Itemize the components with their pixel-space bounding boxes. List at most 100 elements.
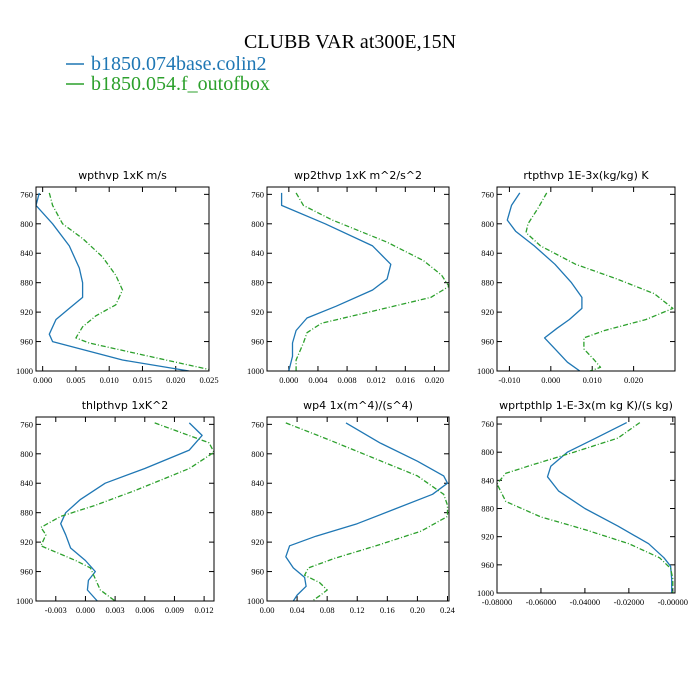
panel-3: rtpthvp 1E-3x(kg/kg) K 760 800 840 880 920 960… bbox=[477, 169, 676, 385]
plot-frame bbox=[35, 186, 210, 372]
panel-1: wpthvp 1xK m/s 760 800 840 880 920 960 10000.00… bbox=[16, 169, 219, 385]
x-tick-label: -0.010 bbox=[498, 375, 520, 385]
x-tick-label: -0.003 bbox=[45, 605, 67, 615]
x-tick-label: 0.000 bbox=[33, 375, 52, 385]
x-tick-label: 0.16 bbox=[380, 605, 395, 615]
x-tick-label: 0.08 bbox=[320, 605, 335, 615]
y-tick-label: 880 bbox=[251, 508, 264, 518]
x-tick-label: 0.000 bbox=[279, 375, 298, 385]
x-tick-label: 0.010 bbox=[100, 375, 119, 385]
y-tick-label: 760 bbox=[251, 419, 264, 429]
x-tick-label: 0.016 bbox=[396, 375, 415, 385]
y-tick-label: 960 bbox=[20, 567, 33, 577]
series-line-base bbox=[546, 422, 673, 593]
y-tick-label: 1000 bbox=[477, 366, 494, 376]
y-tick-label: 800 bbox=[481, 219, 494, 229]
y-tick-label: 840 bbox=[20, 248, 33, 258]
x-tick-label: 0.24 bbox=[440, 605, 456, 615]
y-tick-label: 800 bbox=[481, 447, 494, 457]
panel-title: wp4 1x(m^4)/(s^4) bbox=[303, 399, 413, 412]
figure-legend: b1850.074base.colin2 b1850.054.f_outofbo… bbox=[66, 53, 270, 95]
y-tick-label: 760 bbox=[481, 419, 494, 429]
series-line-outofbox bbox=[525, 192, 674, 371]
x-tick-label: 0.008 bbox=[338, 375, 357, 385]
panel-4: thlpthvp 1xK^2 760 800 840 880 920 960 1000 -0.0… bbox=[16, 399, 215, 615]
y-tick-label: 920 bbox=[20, 537, 33, 547]
series-line-outofbox bbox=[285, 422, 449, 601]
x-tick-label: -0.02000 bbox=[614, 597, 644, 607]
series-line-base bbox=[280, 192, 392, 371]
y-tick-label: 1000 bbox=[477, 588, 494, 598]
series-line-outofbox bbox=[48, 192, 209, 371]
panel-title: wprtpthlp 1-E-3x(m kg K)/(s kg) bbox=[499, 399, 673, 412]
y-tick-label: 880 bbox=[20, 508, 33, 518]
y-tick-label: 960 bbox=[251, 567, 264, 577]
y-tick-label: 960 bbox=[20, 337, 33, 347]
y-tick-label: 760 bbox=[20, 419, 33, 429]
y-tick-label: 960 bbox=[251, 337, 264, 347]
figure-title: CLUBB VAR at300E,15N bbox=[244, 31, 456, 53]
plot-frame bbox=[266, 416, 450, 602]
plot-frame bbox=[496, 416, 676, 594]
y-tick-label: 840 bbox=[481, 475, 494, 485]
panel-title: wp2thvp 1xK m^2/s^2 bbox=[294, 169, 422, 182]
y-tick-label: 760 bbox=[20, 189, 33, 199]
x-tick-label: -0.00000 bbox=[658, 597, 688, 607]
x-tick-label: 0.003 bbox=[106, 605, 125, 615]
y-tick-label: 880 bbox=[251, 278, 264, 288]
series-line-outofbox bbox=[40, 422, 214, 601]
y-tick-label: 840 bbox=[251, 478, 264, 488]
y-tick-label: 920 bbox=[481, 532, 494, 542]
panel-title: rtpthvp 1E-3x(kg/kg) K bbox=[523, 169, 649, 182]
panel-title: thlpthvp 1xK^2 bbox=[82, 399, 169, 412]
x-tick-label: 0.010 bbox=[583, 375, 602, 385]
x-tick-label: -0.08000 bbox=[482, 597, 512, 607]
y-tick-label: 1000 bbox=[247, 366, 264, 376]
plot-frame bbox=[496, 186, 676, 372]
y-tick-label: 760 bbox=[481, 189, 494, 199]
panel-title: wpthvp 1xK m/s bbox=[78, 169, 167, 182]
x-tick-label: 0.020 bbox=[425, 375, 444, 385]
panel-2: wp2thvp 1xK m^2/s^2 760 800 840 880 920 960 100… bbox=[247, 169, 450, 385]
series-line-base bbox=[285, 422, 449, 601]
y-tick-label: 800 bbox=[20, 219, 33, 229]
y-tick-label: 840 bbox=[251, 248, 264, 258]
plot-frame bbox=[266, 186, 450, 372]
x-tick-label: 0.020 bbox=[166, 375, 185, 385]
y-tick-label: 1000 bbox=[247, 596, 264, 606]
x-tick-label: 0.004 bbox=[308, 375, 328, 385]
x-tick-label: 0.12 bbox=[350, 605, 365, 615]
panel-5: wp4 1x(m^4)/(s^4)76080084088092096010000… bbox=[247, 399, 456, 615]
y-tick-label: 800 bbox=[251, 219, 264, 229]
y-tick-label: 840 bbox=[481, 248, 494, 258]
x-tick-label: -0.06000 bbox=[526, 597, 556, 607]
x-tick-label: -0.04000 bbox=[570, 597, 600, 607]
panel-6: wprtpthlp 1-E-3x(m kg K)/(s kg) 760 800 840… bbox=[477, 399, 688, 607]
legend-label-1: b1850.074base.colin2 bbox=[91, 53, 267, 75]
series-line-outofbox bbox=[497, 422, 674, 593]
x-tick-label: 0.006 bbox=[135, 605, 154, 615]
x-tick-label: 0.012 bbox=[367, 375, 386, 385]
y-tick-label: 880 bbox=[20, 278, 33, 288]
y-tick-label: 920 bbox=[251, 307, 264, 317]
y-tick-label: 960 bbox=[481, 337, 494, 347]
panels: wpthvp 1xK m/s76080084088092096010000.00… bbox=[16, 169, 688, 615]
x-tick-label: 0.012 bbox=[195, 605, 214, 615]
x-tick-label: 0.025 bbox=[199, 375, 218, 385]
y-tick-label: 1000 bbox=[16, 366, 33, 376]
series-line-base bbox=[60, 422, 203, 601]
plot-frame bbox=[35, 416, 215, 602]
y-tick-label: 840 bbox=[20, 478, 33, 488]
x-tick-label: 0.009 bbox=[165, 605, 184, 615]
y-tick-label: 760 bbox=[251, 189, 264, 199]
series-line-outofbox bbox=[295, 192, 449, 371]
y-tick-label: 960 bbox=[481, 560, 494, 570]
y-tick-label: 800 bbox=[251, 449, 264, 459]
y-tick-label: 920 bbox=[20, 307, 33, 317]
x-tick-label: 0.00 bbox=[260, 605, 275, 615]
x-tick-label: 0.000 bbox=[541, 375, 560, 385]
series-line-base bbox=[36, 192, 190, 371]
legend-label-2: b1850.054.f_outofbox bbox=[91, 73, 270, 95]
series-line-base bbox=[506, 192, 583, 371]
